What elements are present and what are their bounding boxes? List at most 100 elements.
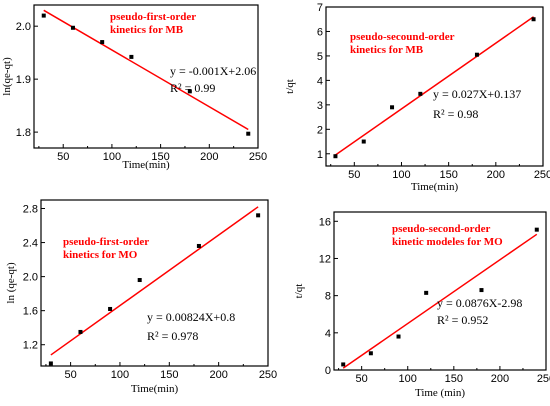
y-tick-label: 2.8 <box>23 204 38 216</box>
y-tick-label: 2.0 <box>16 21 31 33</box>
data-point <box>474 52 479 57</box>
x-axis-label: Time(min) <box>411 181 459 193</box>
chart-3: 50 100 150 200 250 1.2 1.6 2.0 2.4 2.8 Time(min) ln… <box>5 199 277 395</box>
y-tick-label: 1.6 <box>23 306 38 318</box>
data-point <box>341 362 346 367</box>
y-tick-label: 0 <box>325 365 331 377</box>
x-tick-label: 250 <box>537 373 550 385</box>
y-tick-label: 1.2 <box>23 340 38 352</box>
fit-line <box>342 233 538 369</box>
plot-frame <box>33 4 259 149</box>
y-tick-label: 2.4 <box>23 238 38 250</box>
plot-frame <box>333 211 547 371</box>
data-point <box>187 89 192 94</box>
x-axis-label: Time (min) <box>415 387 465 399</box>
chart-annotation: pseudo-first-order <box>110 11 196 23</box>
data-point <box>41 13 46 18</box>
y-tick-label: 7 <box>317 2 323 14</box>
y-tick-label: 1 <box>317 149 323 161</box>
fit-equation: y = -0.001X+2.06 <box>170 64 256 78</box>
chart-annotation: kinetics for MB <box>110 24 184 36</box>
x-tick-label: 200 <box>200 151 218 163</box>
r-squared: R² = 0.978 <box>147 329 198 343</box>
fit-line <box>43 9 249 131</box>
y-tick-label: 5 <box>317 51 323 63</box>
x-tick-label: 100 <box>399 373 417 385</box>
x-tick-label: 200 <box>487 169 505 181</box>
data-point <box>390 105 395 110</box>
y-tick-label: 12 <box>319 253 331 265</box>
y-axis-label: t/qt <box>293 284 305 299</box>
chart-annotation: pseudo-secound-order <box>350 31 455 43</box>
data-point <box>424 290 429 295</box>
y-tick-label: 4 <box>325 328 331 340</box>
x-tick-label: 150 <box>445 373 463 385</box>
x-tick-label: 250 <box>259 369 277 381</box>
plot-frame <box>40 199 269 367</box>
data-point <box>70 25 75 30</box>
y-tick-label: 2 <box>317 124 323 136</box>
chart-annotation: pseudo-first-order <box>63 236 149 248</box>
x-tick-label: 100 <box>392 169 410 181</box>
y-tick-label: 4 <box>317 75 323 87</box>
data-point <box>78 329 83 334</box>
chart-annotation: pseudo-second-order <box>392 223 491 235</box>
x-tick-label: 50 <box>348 169 360 181</box>
data-point <box>361 139 366 144</box>
x-tick-label: 100 <box>111 369 129 381</box>
x-tick-label: 50 <box>356 373 368 385</box>
x-axis-label: Time(min) <box>122 159 170 171</box>
chart-4: 50 100 150 200 250 0 4 8 12 16 Time (min) t/qt pseud… <box>293 211 550 399</box>
r-squared: R² = 0.99 <box>170 81 215 95</box>
y-tick-label: 16 <box>319 216 331 228</box>
data-point <box>196 243 201 248</box>
x-tick-label: 250 <box>534 169 550 181</box>
y-tick-label: 1.8 <box>16 127 31 139</box>
x-tick-label: 100 <box>103 151 121 163</box>
fit-line <box>50 206 259 356</box>
y-tick-label: 2.0 <box>23 272 38 284</box>
data-point <box>396 334 401 339</box>
data-point <box>479 288 484 293</box>
plot-frame <box>325 6 544 167</box>
y-axis-label: t/qt <box>284 79 296 94</box>
y-tick-label: 1.9 <box>16 74 31 86</box>
x-tick-label: 50 <box>57 151 69 163</box>
chart-2: 50 100 150 200 250 1 2 3 4 5 6 7 Time(min) t/qt pseudo… <box>284 2 550 193</box>
x-axis-label: Time(min) <box>131 383 179 395</box>
data-point <box>100 40 105 45</box>
x-tick-label: 150 <box>151 151 169 163</box>
r-squared: R² = 0.952 <box>437 313 488 327</box>
chart-annotation: kinetics for MO <box>63 249 138 261</box>
fit-equation: y = 0.00824X+0.8 <box>147 310 235 324</box>
y-tick-label: 6 <box>317 26 323 38</box>
data-point <box>531 17 536 22</box>
y-axis-label: ln (qe-qt) <box>5 262 17 304</box>
data-point <box>246 131 251 136</box>
data-point <box>418 91 423 96</box>
x-tick-label: 200 <box>491 373 509 385</box>
data-point <box>48 361 53 366</box>
chart-annotation: kinetic modeles for MO <box>392 236 503 248</box>
x-tick-label: 200 <box>209 369 227 381</box>
x-tick-label: 250 <box>249 151 267 163</box>
x-tick-label: 150 <box>439 169 457 181</box>
y-tick-label: 3 <box>317 100 323 112</box>
data-point <box>256 213 261 218</box>
data-point <box>129 54 134 59</box>
chart-annotation: kinetics for MB <box>350 44 424 56</box>
data-point <box>333 154 338 159</box>
r-squared: R² = 0.98 <box>433 107 478 121</box>
y-tick-label: 8 <box>325 291 331 303</box>
fit-equation: y = 0.0876X-2.98 <box>437 296 522 310</box>
x-tick-label: 150 <box>160 369 178 381</box>
data-point <box>534 227 539 232</box>
fit-equation: y = 0.027X+0.137 <box>433 87 521 101</box>
chart-1: 50 100 150 200 250 1.8 1.9 2.0 Time(min) ln(qe-qt… <box>1 4 267 171</box>
fit-line <box>335 16 534 156</box>
data-point <box>137 278 142 283</box>
data-point <box>368 351 373 356</box>
data-point <box>108 306 113 311</box>
y-axis-label: ln(qe-qt) <box>1 57 13 96</box>
